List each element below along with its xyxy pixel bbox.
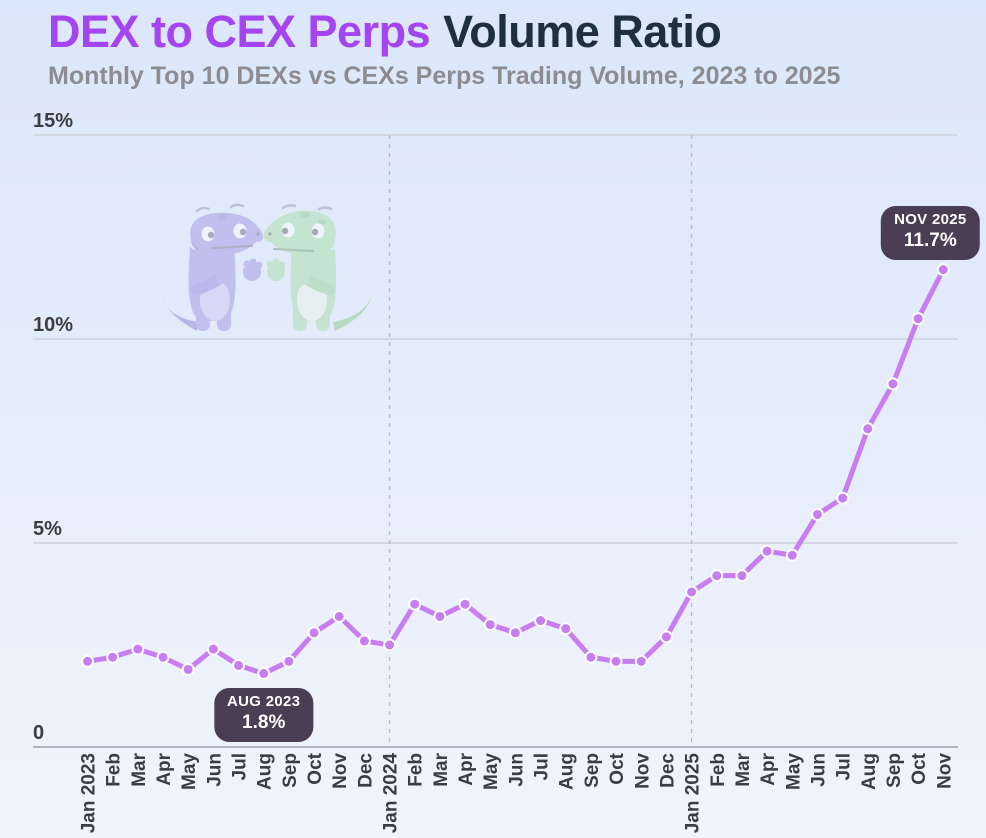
x-tick-label: Jul [834, 753, 855, 780]
page-title-rest: Volume Ratio [443, 6, 722, 57]
data-point [307, 626, 321, 640]
x-tick-label: Aug [859, 753, 880, 790]
data-point [936, 263, 950, 277]
data-point [534, 614, 548, 628]
y-tick-label: 10% [33, 314, 73, 336]
x-tick-label: Sep [884, 753, 905, 788]
x-tick-label: Aug [557, 753, 578, 790]
x-tick-label: Mar [129, 752, 150, 786]
data-point [156, 650, 170, 664]
data-point [559, 622, 573, 636]
data-point [408, 597, 422, 611]
data-point [710, 569, 724, 583]
data-point [911, 312, 925, 326]
data-point [836, 491, 850, 505]
x-tick-label: Apr [758, 752, 779, 785]
data-point [584, 650, 598, 664]
data-point [332, 609, 346, 623]
data-point [257, 667, 271, 681]
data-point [760, 544, 774, 558]
x-tick-label: May [783, 753, 804, 790]
data-point [609, 654, 623, 668]
y-tick-label: 15% [33, 110, 73, 132]
annotation-aug-2023: AUG 2023 1.8% [214, 687, 314, 743]
series-line [85, 267, 946, 677]
data-point [810, 507, 824, 521]
annotation-nov-2025: NOV 2025 11.7% [881, 205, 980, 261]
annotation-value: 11.7% [903, 230, 957, 252]
data-point [483, 618, 497, 632]
data-point [232, 658, 246, 672]
header: DEX to CEX Perps Volume Ratio Monthly Top… [48, 6, 840, 91]
x-tick-label: Oct [607, 752, 628, 784]
x-tick-label: Jun [204, 753, 225, 787]
data-point [181, 662, 195, 676]
gecko-green-icon [263, 204, 372, 331]
series-layer [81, 263, 950, 681]
data-point [357, 634, 371, 648]
x-tick-label: Jun [506, 753, 527, 787]
x-tick-label: Nov [934, 753, 955, 789]
x-tick-label: Feb [104, 753, 125, 787]
x-tick-label: Dec [657, 753, 678, 788]
data-point [634, 654, 648, 668]
x-tick-label: Jul [532, 753, 553, 780]
x-tick-label: Oct [305, 752, 326, 784]
gecko-purple-icon [162, 203, 264, 331]
y-tick-label: 0 [33, 722, 44, 744]
data-point [886, 377, 900, 391]
data-point [458, 597, 472, 611]
data-point [508, 626, 522, 640]
data-point [685, 585, 699, 599]
data-point [659, 630, 673, 644]
x-tick-label: Sep [582, 753, 603, 788]
x-tick-label: Mar [431, 752, 452, 786]
x-tick-label: Apr [154, 752, 175, 785]
data-point [861, 422, 875, 436]
data-point [735, 569, 749, 583]
data-point [282, 654, 296, 668]
data-point [383, 638, 397, 652]
x-tick-label: Jan 2023 [79, 753, 100, 833]
annotation-label: NOV 2025 [894, 210, 967, 228]
data-point [106, 650, 120, 664]
x-axis-labels: Jan 2023 Feb Mar Apr May Jun Jul Aug Sep Oct Nov De… [79, 752, 956, 833]
annotation-label: AUG 2023 [227, 692, 301, 710]
geckos-illustration [162, 203, 372, 331]
x-tick-label: Oct [909, 752, 930, 784]
x-tick-label: Aug [255, 753, 276, 790]
x-tick-label: Jan 2024 [381, 753, 402, 834]
x-tick-label: May [179, 753, 200, 790]
page-subtitle: Monthly Top 10 DEXs vs CEXs Perps Tradin… [48, 61, 841, 90]
x-tick-label: Feb [708, 753, 729, 787]
grid-layer: 0 5% 10% 15% [33, 110, 958, 748]
x-tick-label: Nov [330, 753, 351, 789]
data-point [206, 642, 220, 656]
x-tick-label: Jul [230, 753, 251, 780]
page-title: DEX to CEX Perps Volume Ratio [48, 6, 840, 58]
page-title-highlight: DEX to CEX Perps [48, 6, 431, 57]
x-tick-label: May [481, 753, 502, 790]
data-point [785, 548, 799, 562]
annotation-value: 1.8% [242, 712, 286, 734]
x-tick-label: Nov [632, 753, 653, 789]
x-tick-label: Jan 2025 [683, 753, 704, 834]
data-point [81, 654, 94, 668]
x-tick-label: Dec [355, 753, 376, 788]
x-tick-label: Jun [808, 753, 829, 787]
data-point [433, 609, 447, 623]
x-tick-label: Sep [280, 753, 301, 788]
x-tick-label: Mar [733, 752, 754, 786]
data-point [131, 642, 145, 656]
x-tick-label: Feb [406, 753, 427, 787]
y-tick-label: 5% [33, 518, 62, 540]
x-tick-label: Apr [456, 752, 477, 785]
